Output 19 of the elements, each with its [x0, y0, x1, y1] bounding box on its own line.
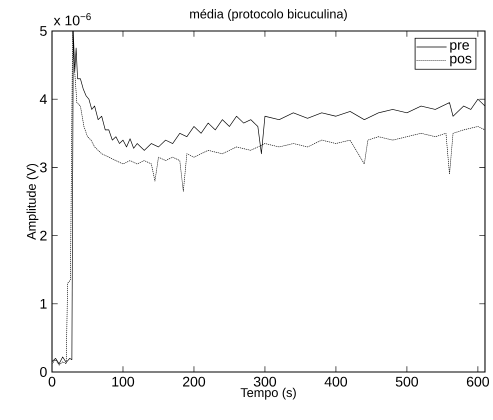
x-tick-label: 0 [48, 376, 56, 387]
y-tick-label: 5 [40, 26, 47, 36]
x-tick-label: 300 [254, 376, 276, 387]
text: x 10$^{−6}$ [54, 13, 91, 26]
y-tick-label: 4 [40, 94, 47, 104]
y-tick-label: 1 [40, 298, 47, 309]
x-axis-title: Tempo (s) [240, 388, 296, 400]
x-tick-label: 200 [183, 376, 206, 387]
legend-label: pre [450, 42, 469, 53]
y-axis-title: Amplitude (V) [26, 164, 38, 240]
legend-label: pos [450, 56, 472, 66]
chart-title: média (protocolo bicuculina) [190, 9, 347, 21]
x-tick-label: 100 [112, 376, 134, 387]
x-tick-label: 500 [396, 376, 418, 387]
x-tick-label: 400 [324, 376, 348, 387]
y-tick-label: 0 [40, 367, 47, 377]
y-tick-label: 3 [40, 162, 47, 172]
y-tick-label: 2 [40, 230, 47, 240]
x-tick-label: 600 [466, 376, 490, 387]
